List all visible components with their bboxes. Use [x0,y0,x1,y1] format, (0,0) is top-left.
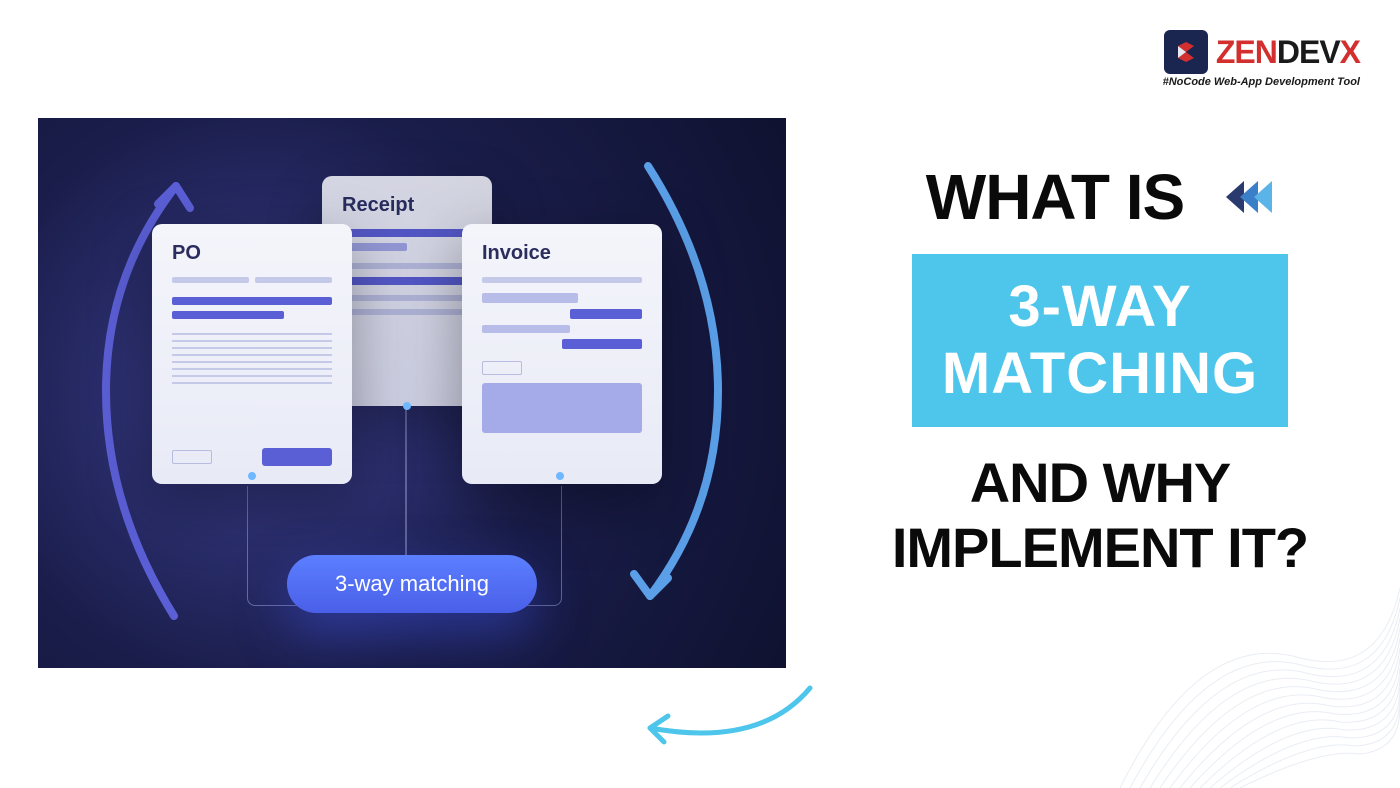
highlight-l1: 3-WAY [1008,274,1191,339]
po-title: PO [172,242,332,265]
receipt-title: Receipt [342,194,472,217]
doc-line [172,311,284,319]
doc-row [172,347,332,349]
logo-main: ZENDEVX [1164,30,1360,74]
doc-row [172,333,332,335]
wave-decoration-icon [1120,528,1400,788]
logo-text: ZENDEVX [1216,34,1360,71]
doc-row [172,375,332,377]
doc-box [172,450,212,464]
doc-rows [342,263,472,315]
connector-dot-icon [556,472,564,480]
doc-line [342,277,472,285]
title-line-1: WHAT IS [850,160,1350,234]
doc-header-lines [172,277,332,289]
inv-row [482,339,642,355]
doc-line [482,325,570,333]
invoice-block [482,383,642,433]
diagram-panel: Receipt PO [38,118,786,668]
rewind-icon [1204,175,1274,219]
inv-row [482,309,642,325]
title-block: WHAT IS 3-WAY MATCHING AND WHY IMPLEMENT… [850,160,1350,580]
doc-line [342,309,472,315]
doc-line [342,295,472,301]
doc-row [172,382,332,384]
brand-logo: ZENDEVX #NoCode Web-App Development Tool [1163,30,1360,88]
title-what-is: WHAT IS [926,160,1184,234]
title-l2: AND WHY [970,451,1231,514]
curved-arrow-icon [620,678,820,758]
doc-row [172,361,332,363]
logo-mark-icon [1164,30,1208,74]
highlight-l2: MATCHING [942,341,1258,406]
invoice-title: Invoice [482,242,642,265]
doc-line [482,293,578,303]
connector-dot-icon [248,472,256,480]
doc-line [255,277,332,283]
doc-line [342,229,472,237]
logo-dev: DEV [1277,34,1340,70]
po-card: PO [152,224,352,484]
doc-line [172,297,332,305]
logo-tagline: #NoCode Web-App Development Tool [1163,76,1360,88]
logo-x: X [1340,34,1360,70]
doc-line [562,339,642,349]
doc-row [172,354,332,356]
doc-line [342,263,472,269]
doc-box [482,361,522,375]
doc-line [570,309,642,319]
doc-line [172,277,249,283]
documents-group: Receipt PO [152,176,672,496]
connector-dot-icon [403,402,411,410]
doc-rows [172,333,332,384]
doc-line [482,277,642,283]
matching-pill: 3-way matching [287,555,537,613]
doc-row [172,368,332,370]
logo-zen: ZEN [1216,34,1277,70]
doc-button [262,448,332,466]
doc-row [172,340,332,342]
invoice-card: Invoice [462,224,662,484]
title-highlight: 3-WAY MATCHING [912,254,1288,427]
doc-footer [172,448,332,466]
